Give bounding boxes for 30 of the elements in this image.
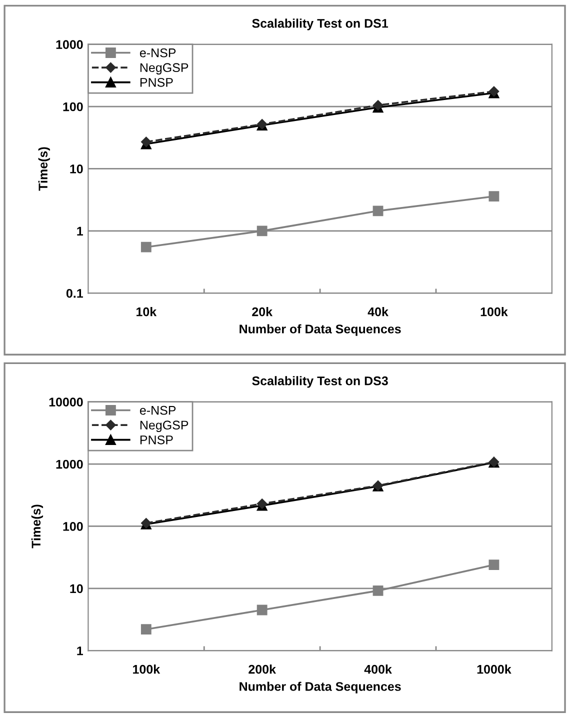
y-tick-label: 1	[77, 226, 83, 236]
x-tick-label: 20k	[252, 307, 273, 316]
y-tick-label: 1000	[56, 460, 83, 469]
legend-label: PNSP	[140, 78, 173, 87]
y-tick-label: 100	[63, 522, 83, 531]
x-tick-label: 10k	[136, 307, 157, 316]
x-tick-label: 100k	[480, 307, 508, 316]
x-tick-label: 100k	[133, 664, 160, 674]
x-tick-label: 40k	[368, 307, 388, 316]
chart-title: Scalability Test on DS1	[252, 18, 388, 30]
legend-label: NegGSP	[140, 63, 188, 75]
legend-label: NegGSP	[140, 420, 188, 432]
x-tick-label: 400k	[364, 664, 392, 674]
y-axis-title: Time(s)	[38, 147, 50, 191]
legend-label: e-NSP	[140, 406, 176, 415]
y-tick-label: 10	[70, 164, 83, 174]
y-tick-label: 1000	[56, 40, 83, 49]
y-axis-title: Time(s)	[31, 504, 44, 548]
y-tick-label: 0.1	[66, 288, 83, 298]
legend-label: e-NSP	[140, 48, 176, 58]
y-tick-label: 1	[77, 646, 83, 656]
x-tick-label: 200k	[248, 664, 276, 674]
x-axis-title: Number of Data Sequences	[240, 324, 401, 336]
y-tick-label: 10	[70, 584, 83, 594]
x-axis-title: Number of Data Sequences	[240, 682, 401, 694]
x-tick-label: 1000k	[477, 664, 512, 674]
y-tick-label: 10000	[49, 398, 83, 406]
y-tick-label: 100	[63, 102, 83, 112]
chart-title: Scalability Test on DS3	[252, 376, 388, 388]
legend-label: PNSP	[140, 435, 173, 444]
